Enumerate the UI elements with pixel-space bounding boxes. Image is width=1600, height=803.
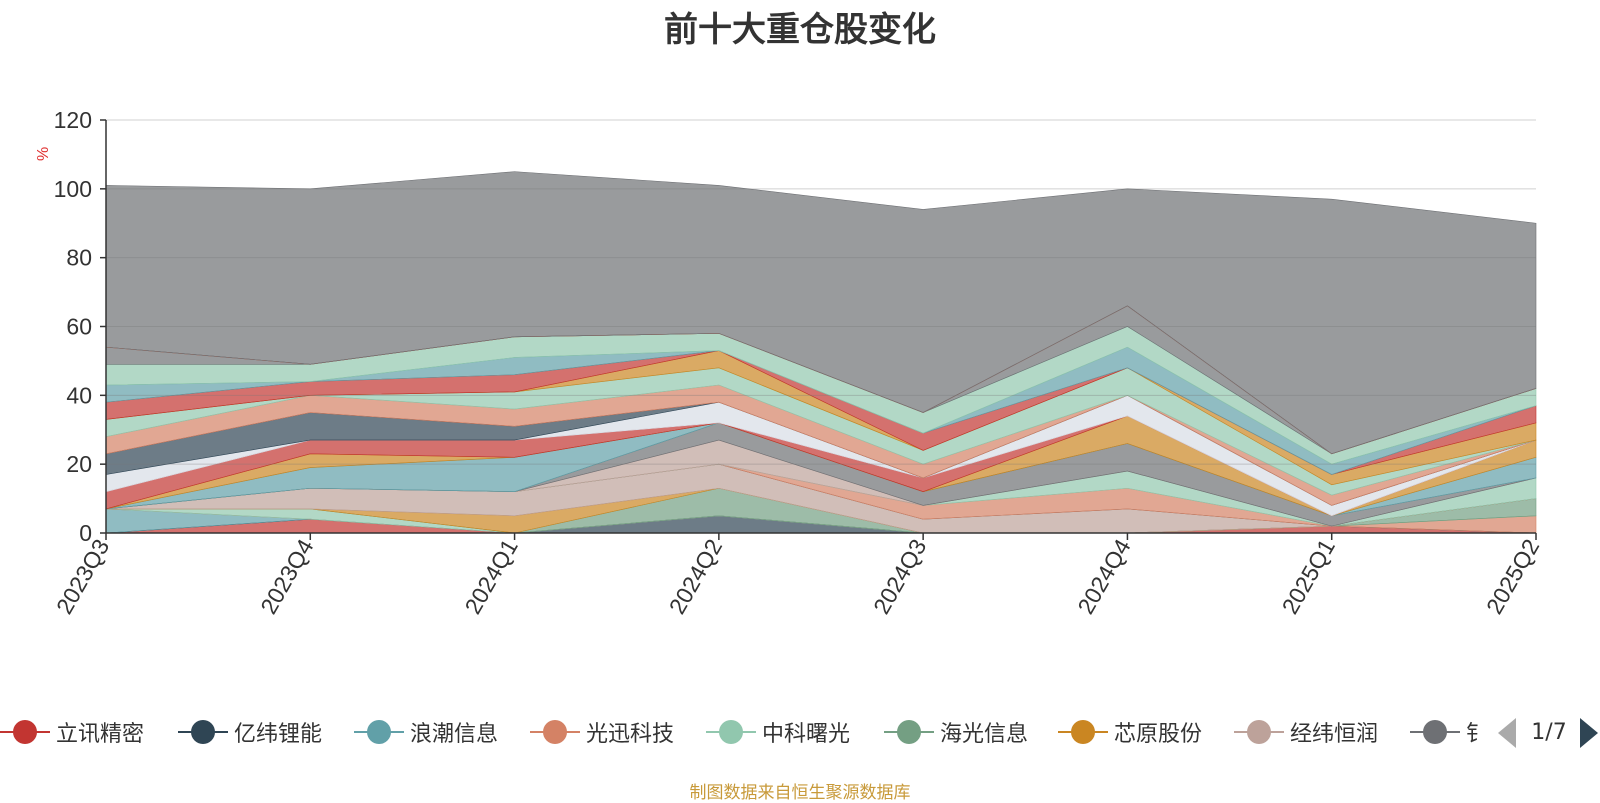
legend-item[interactable]: 钅 [1410, 712, 1480, 752]
legend-marker-icon [1058, 720, 1108, 744]
legend-label: 钅 [1466, 722, 1480, 747]
legend-label: 光迅科技 [586, 722, 675, 747]
legend-marker-icon [178, 720, 228, 744]
legend-label: 亿纬锂能 [234, 722, 323, 747]
y-tick-label: 60 [66, 314, 92, 340]
y-tick-label: 120 [54, 107, 92, 133]
legend-label: 浪潮信息 [410, 722, 499, 747]
x-tick-label: 2024Q1 [459, 535, 522, 619]
legend-marker-icon [706, 720, 756, 744]
legend-label: 芯原股份 [1114, 722, 1203, 747]
legend: 立讯精密 亿纬锂能 浪潮信息 光迅科技 中科曙光 海光信息 芯原股份 经纬恒润 钅 [0, 712, 1480, 752]
x-tick-label: 2024Q2 [664, 535, 727, 619]
legend-item[interactable]: 中科曙光 [706, 712, 850, 752]
x-tick-label: 2024Q3 [868, 535, 931, 619]
y-tick-label: 40 [66, 382, 92, 408]
stacked-area-chart: % 0 20 40 60 80 100 120 2023Q3 2023Q4 2024Q1 2024Q… [35, 107, 1544, 619]
legend-page-indicator: 1/7 [1531, 720, 1567, 745]
legend-marker-icon [1234, 720, 1284, 744]
legend-item[interactable]: 亿纬锂能 [178, 712, 322, 752]
grid-lines [106, 119, 1536, 465]
chart-title: 前十大重仓股变化 [664, 10, 936, 50]
y-tick-label: 80 [66, 245, 92, 271]
area-series-layer [105, 171, 1537, 534]
legend-item[interactable]: 经纬恒润 [1234, 712, 1378, 752]
x-tick-label: 2023Q4 [255, 534, 319, 618]
legend-next-arrow-icon[interactable] [1580, 718, 1598, 748]
y-axis-unit-label: % [35, 147, 52, 161]
legend-pager: 1/7 [1498, 716, 1598, 752]
legend-label: 中科曙光 [762, 722, 851, 747]
legend-marker-icon [354, 720, 404, 744]
legend-label: 立讯精密 [56, 722, 145, 747]
x-tick-label: 2025Q1 [1277, 535, 1340, 619]
x-tick-label: 2023Q3 [51, 535, 114, 619]
legend-item[interactable]: 浪潮信息 [354, 712, 498, 752]
legend-item[interactable]: 立讯精密 [0, 712, 144, 752]
legend-item[interactable]: 海光信息 [884, 712, 1028, 752]
legend-marker-icon [1410, 720, 1460, 744]
x-tick-label: 2025Q2 [1481, 535, 1544, 619]
legend-label: 经纬恒润 [1290, 722, 1379, 747]
data-source-note: 制图数据来自恒生聚源数据库 [689, 783, 911, 803]
y-tick-label: 0 [79, 520, 92, 546]
x-tick-label: 2024Q4 [1072, 534, 1136, 618]
y-tick-label: 100 [54, 176, 92, 202]
legend-prev-arrow-icon[interactable] [1498, 718, 1516, 748]
legend-item[interactable]: 光迅科技 [530, 712, 674, 752]
legend-item[interactable]: 芯原股份 [1058, 712, 1202, 752]
legend-marker-icon [530, 720, 580, 744]
legend-label: 海光信息 [940, 722, 1029, 747]
legend-marker-icon [884, 720, 934, 744]
area-series-29 [105, 171, 1537, 455]
y-tick-label: 20 [66, 451, 92, 477]
legend-marker-icon [0, 720, 50, 744]
